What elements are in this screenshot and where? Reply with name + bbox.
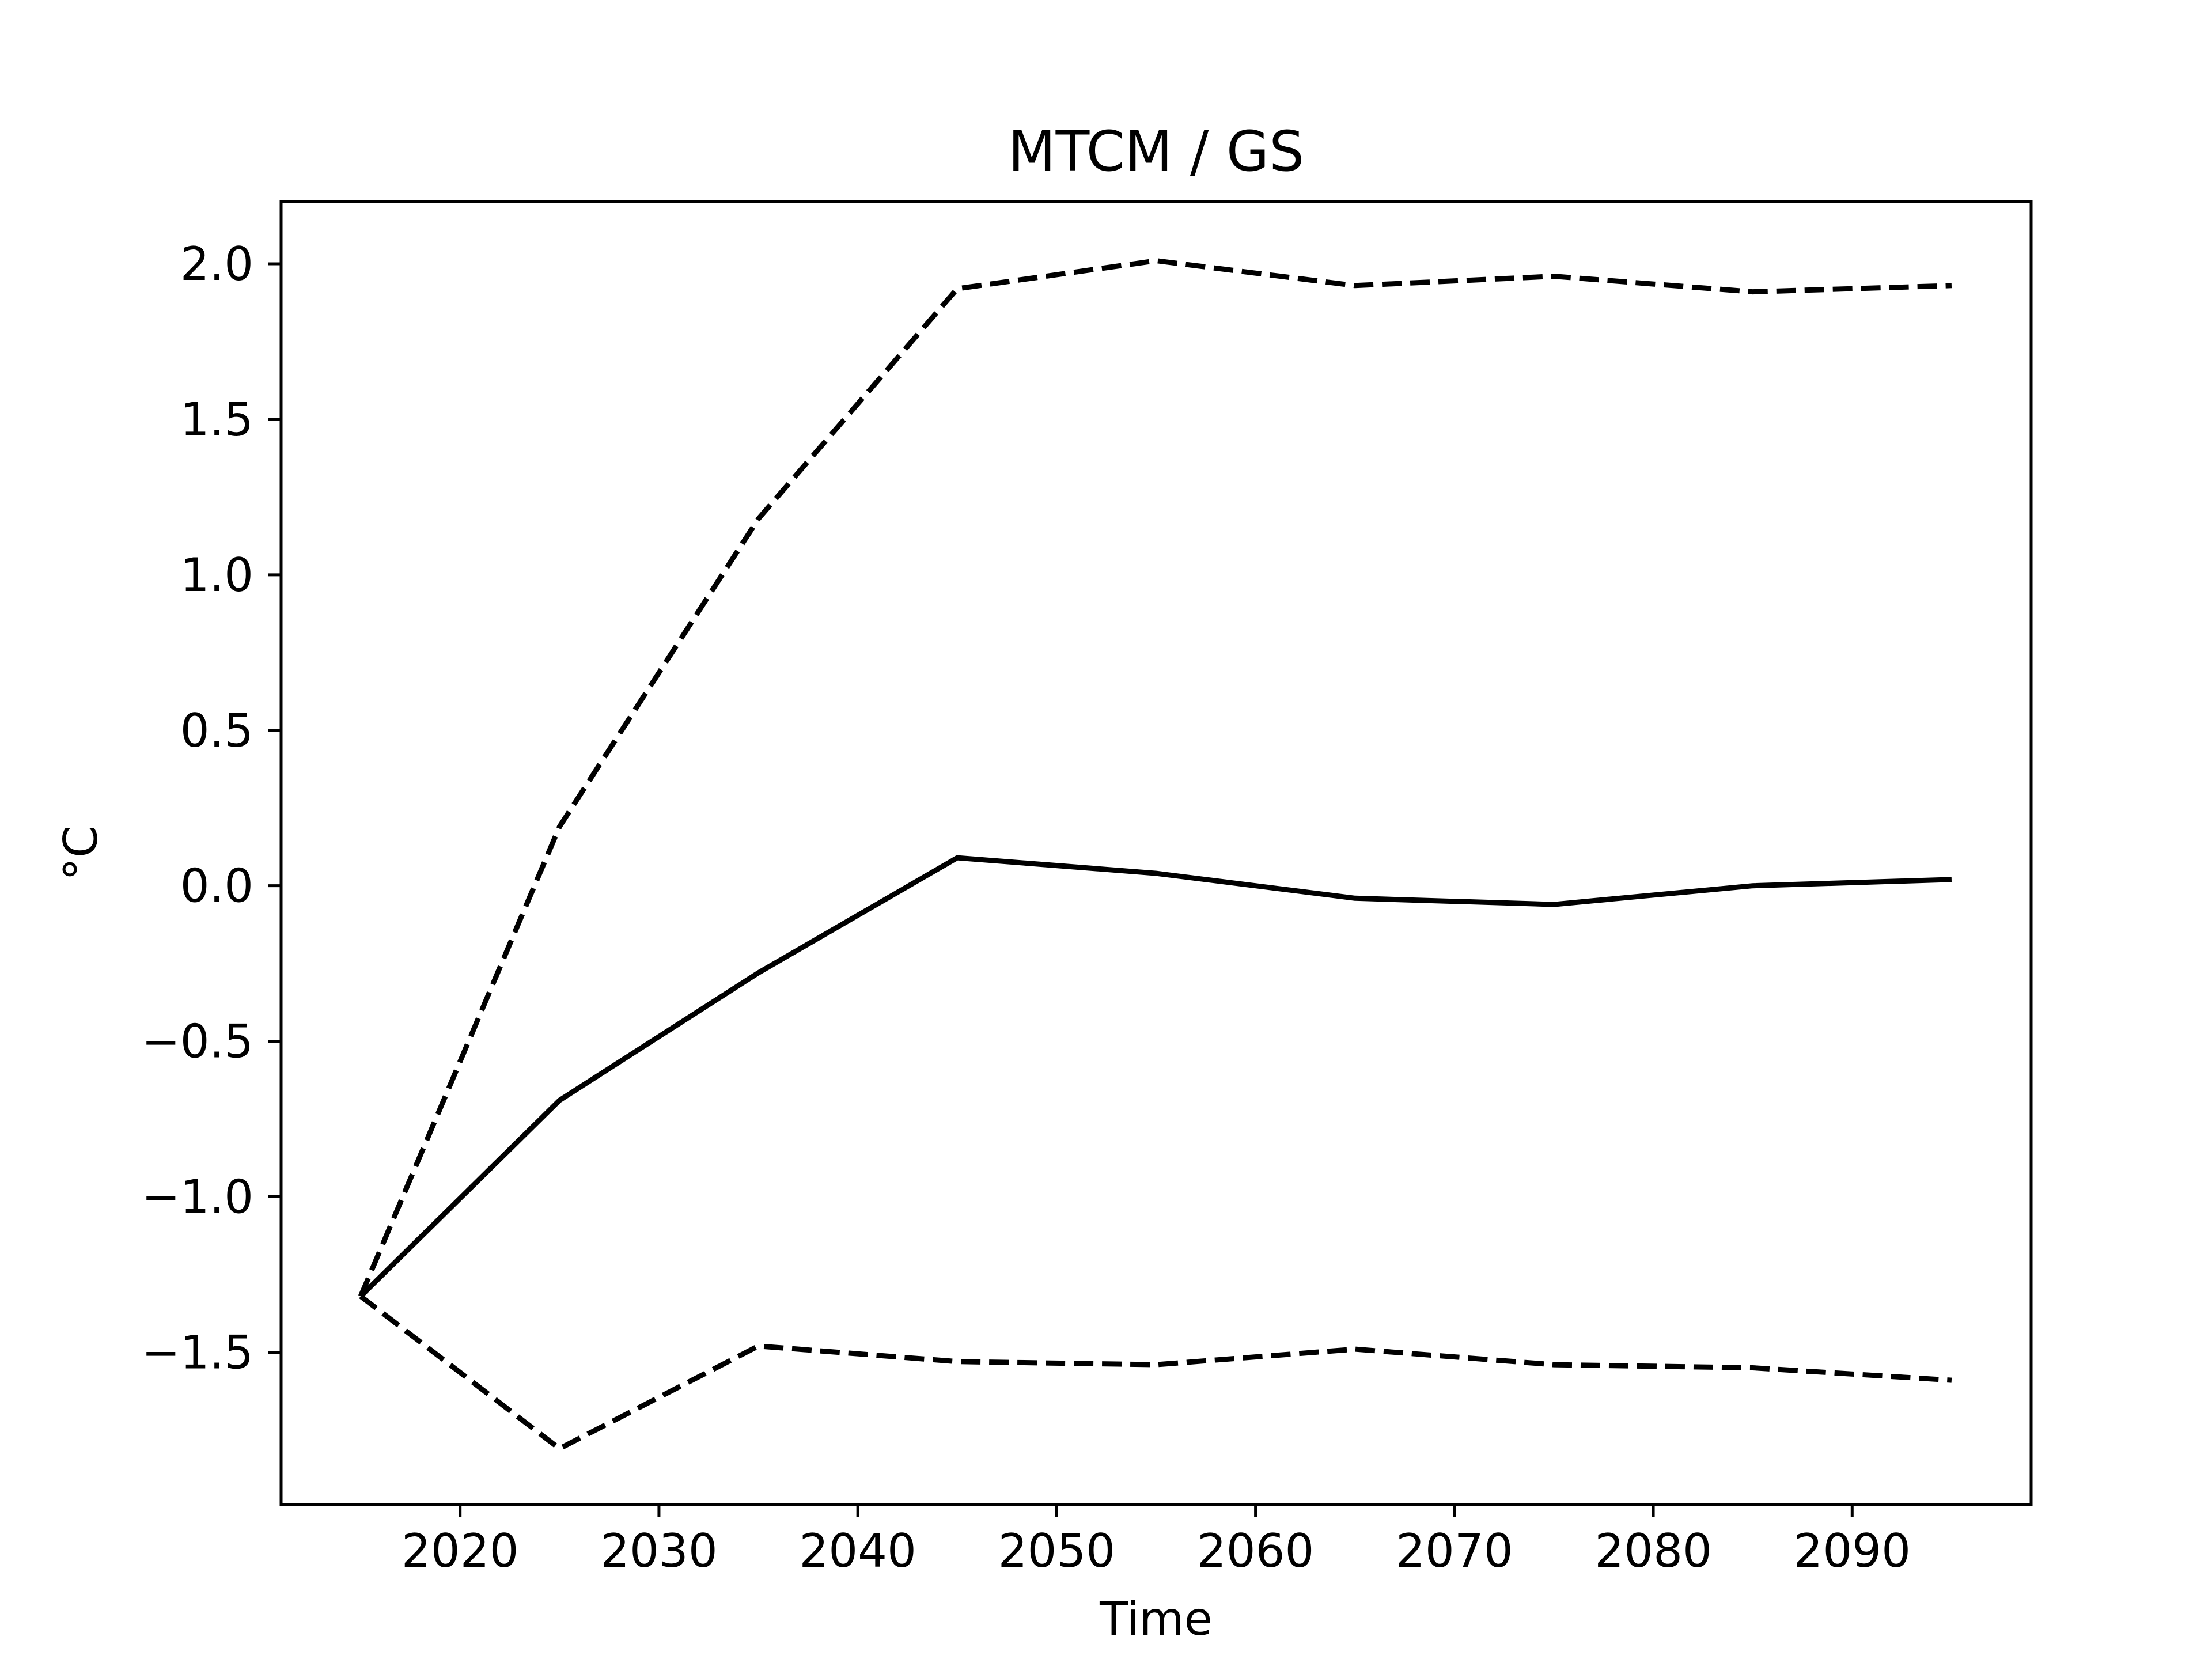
dashed-series-line-0 <box>358 258 1952 1298</box>
dashed-series-line-2 <box>359 1294 1952 1452</box>
y-tick-label: −0.5 <box>142 1015 253 1069</box>
plot-frame <box>279 200 2033 1506</box>
x-axis-label: Time <box>1099 1592 1213 1646</box>
chart-title: MTCM / GS <box>1008 119 1304 184</box>
y-tick-label: 2.0 <box>180 237 253 291</box>
y-tick-label: 1.0 <box>180 548 253 602</box>
y-tick-label: 1.5 <box>180 393 253 446</box>
x-tick-label: 2050 <box>998 1524 1116 1578</box>
x-tick-label: 2030 <box>600 1524 718 1578</box>
x-tick-label: 2070 <box>1396 1524 1513 1578</box>
y-tick-label: −1.5 <box>142 1325 253 1379</box>
x-tick-label: 2090 <box>1793 1524 1911 1578</box>
x-tick-label: 2040 <box>799 1524 916 1578</box>
y-tick-label: 0.0 <box>180 859 253 913</box>
solid-series-line-1 <box>358 855 1952 1298</box>
y-tick-label: −1.0 <box>142 1171 253 1224</box>
x-tick-label: 2020 <box>402 1524 519 1578</box>
y-axis-label: °C <box>54 825 108 881</box>
x-tick-label: 2060 <box>1197 1524 1315 1578</box>
x-tick-label: 2080 <box>1594 1524 1712 1578</box>
y-tick-label: 0.5 <box>180 704 253 757</box>
